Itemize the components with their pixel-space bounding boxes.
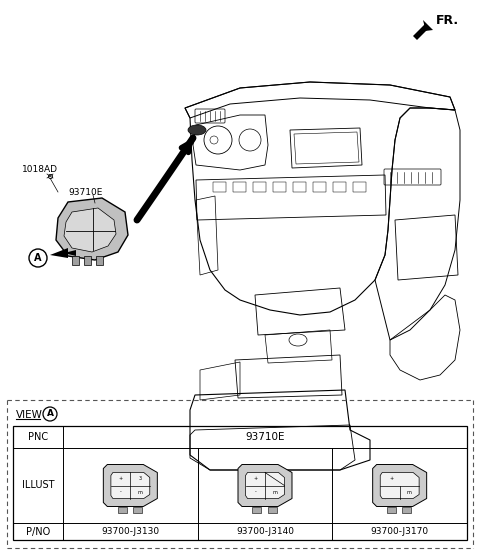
Text: m: m: [138, 490, 143, 495]
Text: A: A: [47, 409, 53, 418]
Polygon shape: [423, 20, 433, 31]
Polygon shape: [64, 208, 116, 252]
Text: 93700-J3130: 93700-J3130: [101, 527, 159, 536]
Bar: [133, 506, 142, 512]
Polygon shape: [380, 473, 419, 499]
Bar: [72, 256, 79, 265]
Text: PNC: PNC: [28, 432, 48, 442]
Polygon shape: [50, 248, 76, 258]
Bar: [84, 256, 91, 265]
Bar: [273, 182, 286, 192]
Bar: [387, 506, 396, 512]
Bar: [353, 182, 366, 192]
Bar: [313, 182, 326, 192]
Polygon shape: [372, 464, 427, 506]
Text: FR.: FR.: [436, 14, 459, 27]
Bar: [118, 506, 127, 512]
Bar: [402, 506, 411, 512]
Polygon shape: [103, 464, 157, 506]
Bar: [333, 182, 346, 192]
Text: 93710E: 93710E: [245, 432, 285, 442]
Bar: [233, 182, 246, 192]
Bar: [268, 506, 276, 512]
Polygon shape: [413, 24, 429, 40]
Bar: [213, 182, 226, 192]
Text: ILLUST: ILLUST: [22, 480, 54, 490]
Text: -: -: [120, 490, 121, 495]
Bar: [96, 256, 103, 265]
Text: +: +: [119, 476, 123, 481]
Text: 93700-J3170: 93700-J3170: [371, 527, 429, 536]
Bar: [253, 182, 266, 192]
Text: 93710E: 93710E: [68, 188, 102, 197]
Ellipse shape: [188, 125, 206, 135]
Polygon shape: [238, 464, 292, 506]
Text: A: A: [34, 253, 42, 263]
Text: 3: 3: [139, 476, 142, 481]
Bar: [252, 506, 261, 512]
Polygon shape: [56, 198, 128, 260]
Text: -: -: [254, 490, 256, 495]
Text: +: +: [253, 476, 257, 481]
Text: P/NO: P/NO: [26, 526, 50, 536]
Text: 93700-J3140: 93700-J3140: [236, 527, 294, 536]
Text: 1018AD: 1018AD: [22, 165, 58, 174]
Text: VIEW: VIEW: [16, 410, 43, 420]
Polygon shape: [246, 473, 285, 499]
Text: m: m: [407, 490, 412, 495]
Bar: [293, 182, 306, 192]
Text: +: +: [390, 476, 394, 481]
Polygon shape: [111, 473, 150, 499]
Text: m: m: [272, 490, 277, 495]
Bar: [13, 426, 467, 540]
